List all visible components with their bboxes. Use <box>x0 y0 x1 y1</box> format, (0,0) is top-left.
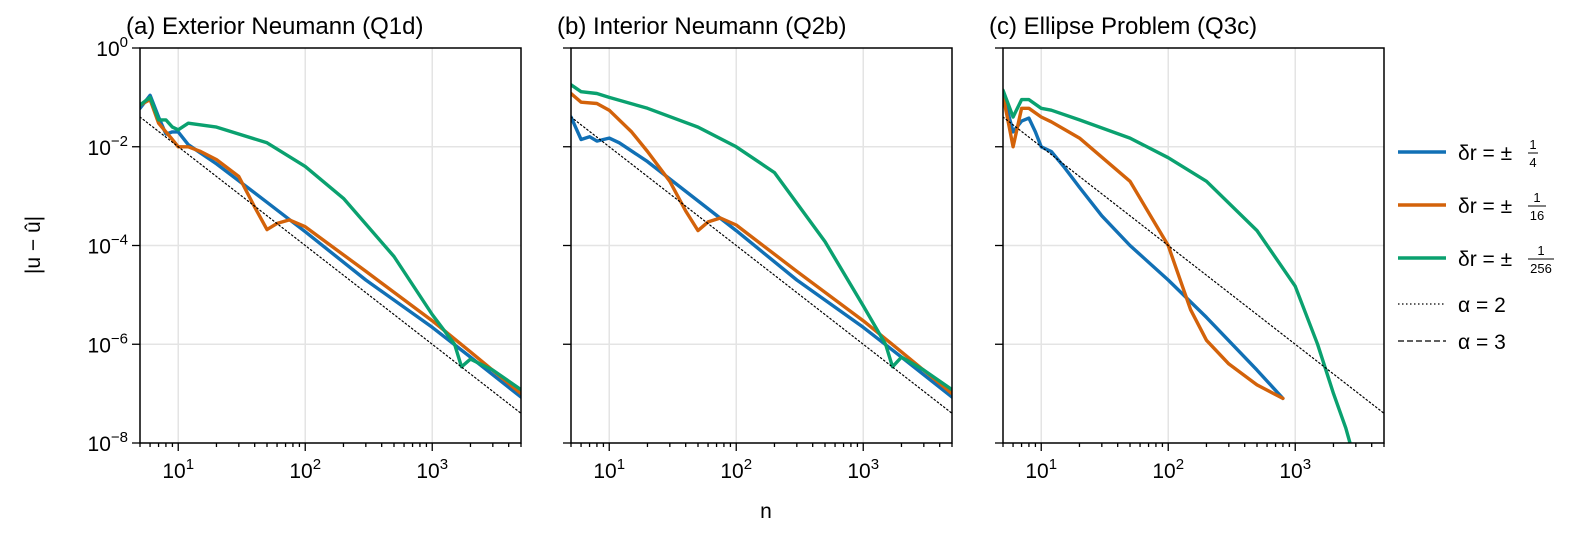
series-line-4 <box>571 116 952 414</box>
x-tick-label: 103 <box>847 456 879 483</box>
legend-label: δr = ± <box>1458 142 1512 165</box>
x-tick-label: 102 <box>720 456 752 483</box>
series-group <box>140 93 521 414</box>
legend-frac-den: 16 <box>1530 208 1544 223</box>
panel-title: (b) Interior Neumann (Q2b) <box>557 13 846 40</box>
legend-label: α = 2 <box>1458 294 1506 317</box>
ticks <box>563 47 953 451</box>
legend-frac-den: 4 <box>1529 155 1536 170</box>
panel-title: (c) Ellipse Problem (Q3c) <box>989 13 1257 40</box>
legend-entry-3: δr = ± 1 256 <box>1398 243 1554 276</box>
series-line-3 <box>1003 88 1352 443</box>
x-tick-label: 102 <box>1152 456 1184 483</box>
y-tick-label: 10−8 <box>88 429 128 456</box>
x-tick-label: 102 <box>289 456 321 483</box>
ticks <box>132 47 522 451</box>
panel-title: (a) Exterior Neumann (Q1d) <box>126 13 423 40</box>
x-tick-label: 101 <box>162 456 194 483</box>
legend-label: α = 3 <box>1458 331 1506 354</box>
panel-1: 101 102 103 100 10−2 10−4 10−6 10−8 (a) Exterior… <box>88 13 522 483</box>
y-tick-label: 100 <box>96 34 128 61</box>
series-line-3 <box>571 83 952 392</box>
series-group <box>571 83 952 414</box>
legend-frac-num: 1 <box>1533 190 1540 205</box>
y-tick-label: 10−6 <box>88 330 128 357</box>
legend-entry-1: δr = ± 1 4 <box>1398 137 1538 170</box>
legend-frac-num: 1 <box>1529 137 1536 152</box>
series-line-4 <box>1003 116 1384 414</box>
legend: δr = ± 1 4 δr = ± 1 16 δr = ± 1 256 α = 2 α = 3 <box>1398 137 1554 354</box>
x-tick-label: 101 <box>1025 456 1057 483</box>
y-tick-label: 10−4 <box>88 232 128 259</box>
legend-label: δr = ± <box>1458 248 1512 271</box>
panel-2: 101 102 103 (b) Interior Neumann (Q2b) <box>557 13 953 483</box>
legend-entry-5: α = 3 <box>1398 331 1506 354</box>
x-tick-label: 103 <box>416 456 448 483</box>
series-line-1 <box>1003 91 1285 401</box>
x-tick-label: 101 <box>593 456 625 483</box>
legend-entry-2: δr = ± 1 16 <box>1398 190 1546 223</box>
x-axis-label: n <box>760 500 772 523</box>
legend-frac-num: 1 <box>1537 243 1544 258</box>
series-line-1 <box>571 115 952 399</box>
legend-frac-den: 256 <box>1530 261 1552 276</box>
series-line-4 <box>140 116 521 414</box>
legend-entry-4: α = 2 <box>1398 294 1506 317</box>
ticks <box>995 47 1385 451</box>
series-line-2 <box>1003 93 1285 401</box>
y-axis-label: |u − û| <box>22 216 45 274</box>
legend-label: δr = ± <box>1458 195 1512 218</box>
grid <box>1003 48 1384 443</box>
series-line-2 <box>571 91 952 396</box>
y-tick-label: 10−2 <box>88 133 128 160</box>
x-tick-label: 103 <box>1279 456 1311 483</box>
series-line-3 <box>140 95 521 392</box>
series-group <box>1003 88 1384 443</box>
panel-3: 101 102 103 (c) Ellipse Problem (Q3c) <box>989 13 1385 483</box>
series-line-2 <box>140 97 521 396</box>
